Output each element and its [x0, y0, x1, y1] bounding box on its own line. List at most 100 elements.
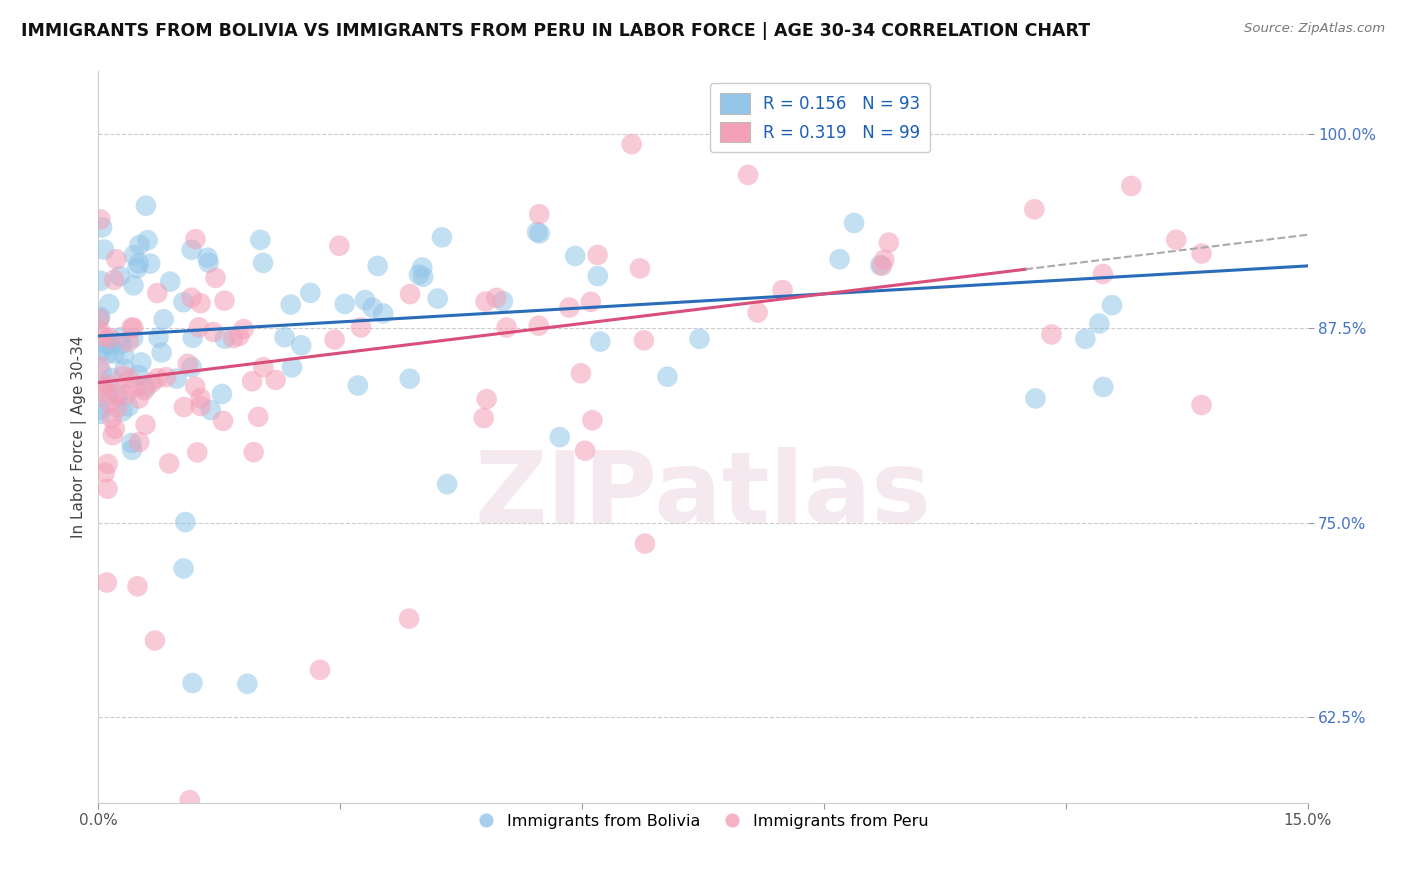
Point [350, 320, 373, 334]
Point [110, 337, 132, 351]
Point [333, 297, 356, 311]
Point [495, 320, 517, 334]
Point [877, 235, 900, 250]
Point [426, 292, 449, 306]
Point [242, 445, 264, 459]
Point [628, 261, 651, 276]
Point [347, 378, 370, 392]
Point [91, 378, 114, 392]
Point [146, 371, 169, 385]
Point [202, 325, 225, 339]
Point [212, 414, 235, 428]
Point [657, 369, 679, 384]
Point [737, 168, 759, 182]
Point [135, 417, 157, 432]
Point [204, 270, 226, 285]
Point [107, 388, 129, 402]
Point [323, 333, 346, 347]
Point [105, 387, 128, 401]
Point [104, 422, 127, 436]
Point [252, 360, 274, 375]
Point [118, 372, 141, 386]
Point [129, 355, 152, 369]
Point [89, 311, 111, 326]
Point [633, 334, 655, 348]
Text: Source: ZipAtlas.com: Source: ZipAtlas.com [1244, 22, 1385, 36]
Point [173, 400, 195, 414]
Point [264, 373, 287, 387]
Point [190, 399, 212, 413]
Point [558, 301, 581, 315]
Point [527, 318, 550, 333]
Point [184, 232, 207, 246]
Point [1191, 246, 1213, 260]
Point [122, 278, 145, 293]
Point [180, 243, 202, 257]
Point [180, 291, 202, 305]
Point [634, 536, 657, 550]
Point [90, 407, 112, 421]
Point [91, 220, 114, 235]
Point [430, 230, 453, 244]
Point [121, 320, 143, 334]
Point [211, 387, 233, 401]
Point [772, 283, 794, 297]
Point [128, 368, 150, 383]
Point [172, 295, 194, 310]
Point [1101, 298, 1123, 312]
Point [148, 330, 170, 344]
Point [91, 329, 114, 343]
Point [115, 387, 138, 401]
Point [122, 320, 145, 334]
Point [411, 260, 433, 275]
Point [98, 331, 121, 345]
Point [240, 374, 263, 388]
Point [200, 403, 222, 417]
Point [173, 561, 195, 575]
Point [842, 216, 865, 230]
Point [143, 633, 166, 648]
Point [436, 477, 458, 491]
Point [328, 238, 350, 252]
Point [870, 259, 893, 273]
Point [184, 379, 207, 393]
Point [574, 443, 596, 458]
Point [98, 297, 121, 311]
Point [135, 199, 157, 213]
Point [90, 274, 112, 288]
Point [93, 243, 115, 257]
Point [281, 360, 304, 375]
Point [529, 207, 551, 221]
Point [1092, 380, 1115, 394]
Point [197, 251, 219, 265]
Point [309, 663, 332, 677]
Point [96, 337, 118, 351]
Point [180, 360, 202, 375]
Point [197, 255, 219, 269]
Point [157, 457, 180, 471]
Point [1074, 332, 1097, 346]
Point [127, 579, 149, 593]
Point [252, 256, 274, 270]
Point [232, 322, 254, 336]
Point [93, 385, 115, 400]
Point [214, 293, 236, 308]
Point [122, 331, 145, 345]
Point [688, 332, 710, 346]
Point [747, 305, 769, 319]
Point [273, 330, 295, 344]
Point [89, 310, 111, 324]
Point [174, 515, 197, 529]
Point [299, 285, 322, 300]
Point [214, 332, 236, 346]
Point [101, 428, 124, 442]
Point [166, 371, 188, 385]
Point [569, 366, 592, 380]
Point [247, 409, 270, 424]
Point [873, 252, 896, 267]
Point [236, 677, 259, 691]
Point [249, 233, 271, 247]
Text: IMMIGRANTS FROM BOLIVIA VS IMMIGRANTS FROM PERU IN LABOR FORCE | AGE 30-34 CORRE: IMMIGRANTS FROM BOLIVIA VS IMMIGRANTS FR… [21, 22, 1090, 40]
Point [412, 269, 434, 284]
Point [187, 320, 209, 334]
